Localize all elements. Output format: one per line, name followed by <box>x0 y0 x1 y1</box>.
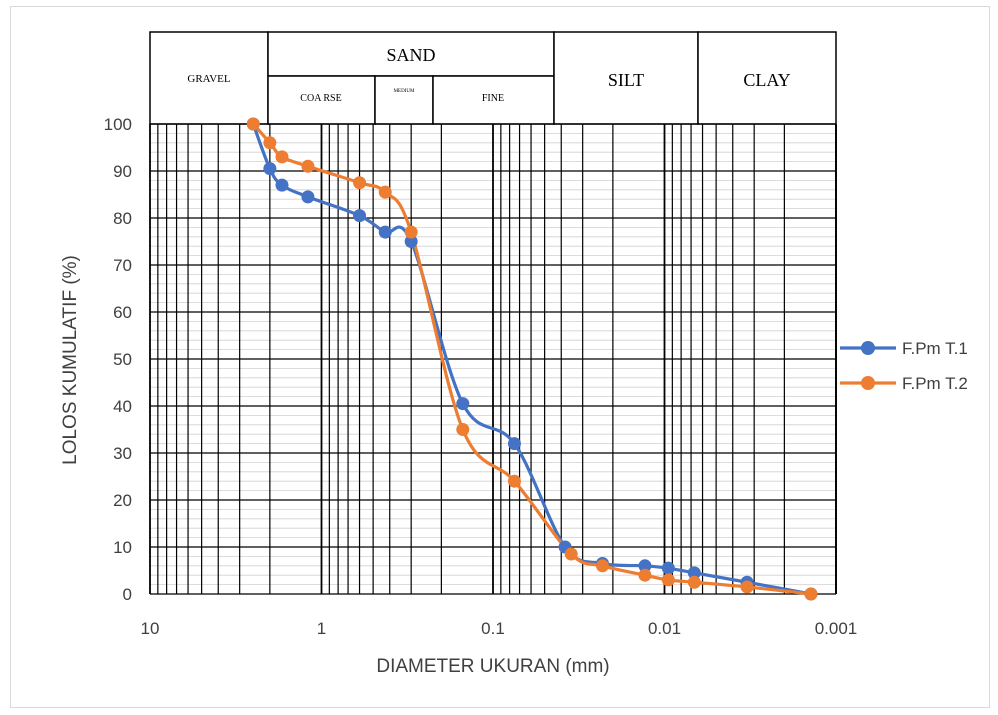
y-tick-label: 80 <box>113 209 132 228</box>
data-point-series-1 <box>378 225 392 239</box>
data-point-series-2 <box>275 150 289 164</box>
x-axis-tick-labels: 10 1 0.1 0.01 0.001 <box>141 619 858 638</box>
medium-sand-cell <box>374 75 434 125</box>
series-points <box>246 117 818 601</box>
series-line-2 <box>252 122 812 596</box>
legend: F.Pm T.1 F.Pm T.2 <box>840 339 968 393</box>
data-point-series-1 <box>638 559 652 573</box>
data-point-series-1 <box>353 209 367 223</box>
data-point-series-2 <box>740 580 754 594</box>
sand-cell <box>267 31 555 77</box>
x-tick-label: 0.01 <box>648 619 681 638</box>
y-tick-label: 50 <box>113 350 132 369</box>
y-tick-label: 60 <box>113 303 132 322</box>
y-axis-tick-labels: 0 10 20 30 40 50 60 70 80 90 100 <box>104 115 132 604</box>
data-point-series-1 <box>661 561 675 575</box>
data-point-series-2 <box>263 136 277 150</box>
data-point-series-2 <box>378 185 392 199</box>
data-point-series-2 <box>564 547 578 561</box>
x-tick-label: 1 <box>317 619 326 638</box>
y-tick-label: 40 <box>113 397 132 416</box>
data-point-series-1 <box>275 178 289 192</box>
clay-label: CLAY <box>743 70 790 90</box>
data-point-series-2 <box>246 117 260 131</box>
series-lines <box>251 122 812 596</box>
legend-marker-2 <box>861 376 875 390</box>
y-tick-label: 0 <box>123 585 132 604</box>
sand-label: SAND <box>386 45 435 65</box>
y-tick-label: 20 <box>113 491 132 510</box>
series-line-1 <box>251 123 812 596</box>
data-point-series-2 <box>301 159 315 173</box>
data-point-series-2 <box>507 474 521 488</box>
data-point-series-1 <box>507 437 521 451</box>
y-tick-label: 100 <box>104 115 132 134</box>
y-tick-label: 70 <box>113 256 132 275</box>
clay-cell <box>697 31 837 125</box>
x-tick-label: 10 <box>141 619 160 638</box>
data-point-series-1 <box>687 566 701 580</box>
grid-lines <box>149 123 837 595</box>
y-axis-title: LOLOS KUMULATIF (%) <box>60 255 81 465</box>
y-tick-label: 10 <box>113 538 132 557</box>
fine-sand-label: FINE <box>482 93 504 104</box>
data-point-series-2 <box>638 568 652 582</box>
silt-label: SILT <box>608 70 644 90</box>
data-point-series-2 <box>804 587 818 601</box>
data-point-series-2 <box>595 559 609 573</box>
legend-label-1: F.Pm T.1 <box>902 339 968 358</box>
legend-label-2: F.Pm T.2 <box>902 374 968 393</box>
y-tick-label: 90 <box>113 162 132 181</box>
data-point-series-1 <box>263 162 277 176</box>
data-point-series-2 <box>661 573 675 587</box>
data-point-series-2 <box>687 575 701 589</box>
legend-marker-1 <box>861 341 875 355</box>
soil-classification-header: GRAVEL SAND COA RSE MEDIUM FINE SILT CLA… <box>149 31 837 125</box>
x-tick-label: 0.001 <box>815 619 858 638</box>
x-tick-label: 0.1 <box>481 619 505 638</box>
data-point-series-1 <box>456 397 470 411</box>
data-point-series-1 <box>301 190 315 204</box>
data-point-series-1 <box>404 235 418 248</box>
fine-sand-cell <box>432 75 555 125</box>
chart-frame <box>10 6 990 708</box>
coarse-sand-label: COA RSE <box>300 93 341 104</box>
data-point-series-2 <box>404 225 418 239</box>
data-point-series-2 <box>456 423 470 436</box>
y-tick-label: 30 <box>113 444 132 463</box>
data-point-series-2 <box>353 176 367 190</box>
x-axis-title: DIAMETER UKURAN (mm) <box>376 656 609 677</box>
gravel-label: GRAVEL <box>187 73 230 85</box>
medium-sand-label: MEDIUM <box>394 89 415 94</box>
